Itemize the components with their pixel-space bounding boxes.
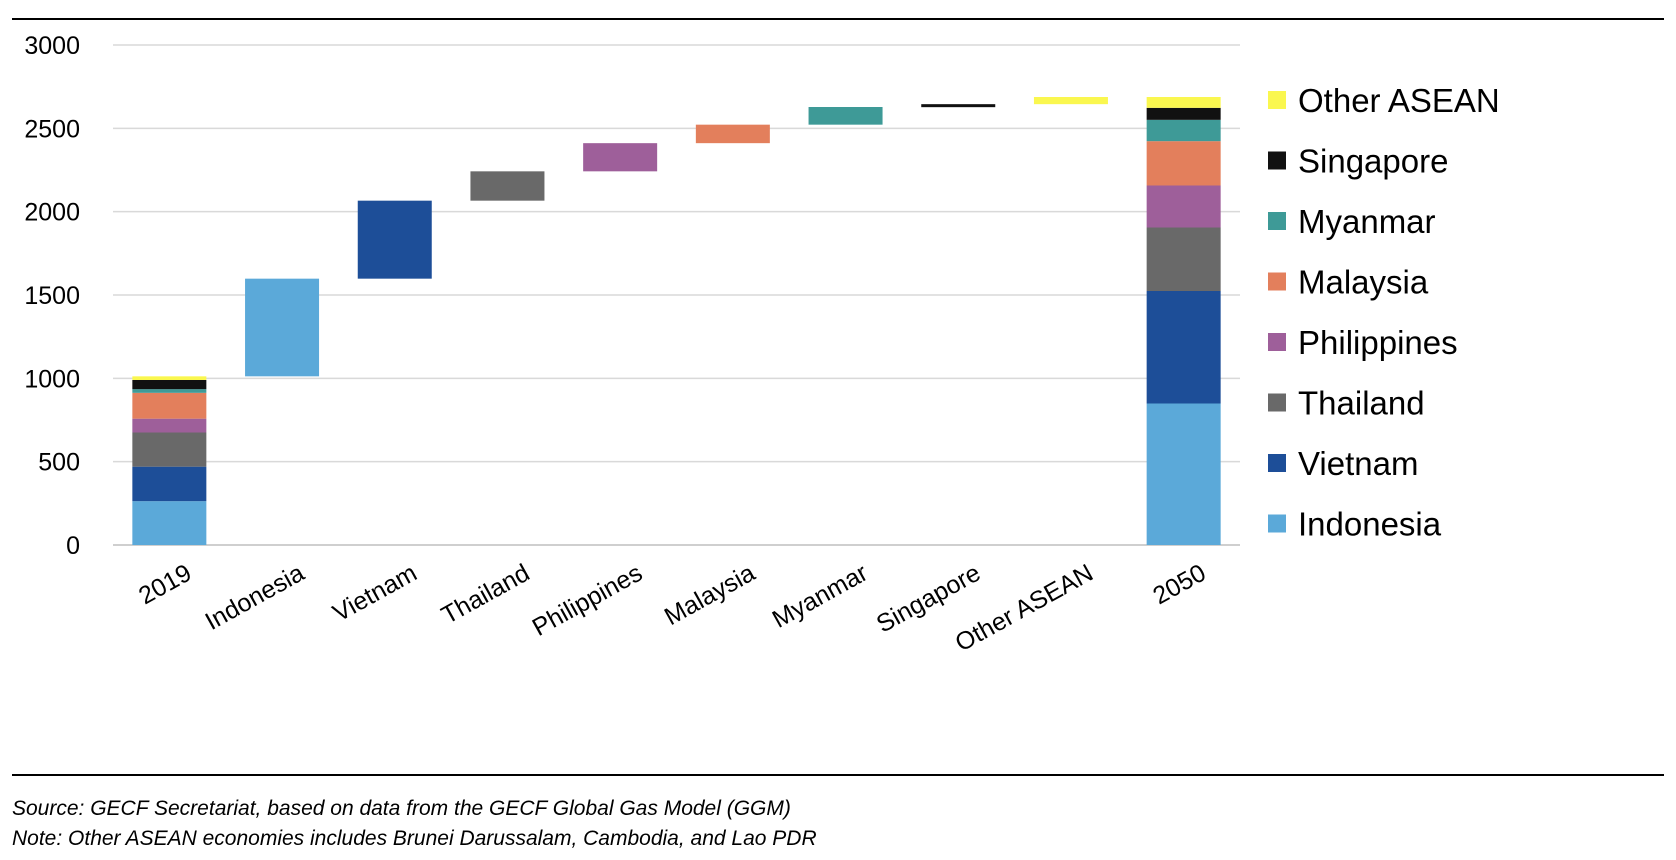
bottom-rule: [12, 774, 1664, 776]
bar-2050-other-asean: [1146, 97, 1221, 108]
legend-swatch-malaysia: [1268, 272, 1286, 291]
y-tick-label: 2000: [24, 199, 80, 227]
bar-2050-malaysia: [1146, 141, 1221, 186]
bar-2019-other-asean: [132, 376, 207, 380]
legend-label-indonesia: Indonesia: [1298, 506, 1442, 543]
legend-swatch-singapore: [1268, 151, 1286, 170]
x-category-label: Indonesia: [201, 559, 309, 636]
y-tick-label: 3000: [24, 32, 80, 60]
bar-increment-malaysia: [695, 124, 770, 144]
x-category-label: 2019: [134, 559, 196, 610]
bar-increment-singapore: [921, 104, 996, 108]
legend-label-myanmar: Myanmar: [1298, 203, 1436, 240]
legend-swatch-other-asean: [1268, 91, 1286, 109]
y-tick-label: 2500: [24, 115, 80, 143]
bar-increment-vietnam: [357, 200, 432, 279]
bar-2050-thailand: [1146, 227, 1221, 291]
y-tick-label: 500: [38, 449, 80, 477]
top-rule: [12, 18, 1664, 20]
legend-label-other-asean: Other ASEAN: [1298, 82, 1500, 119]
bar-2019-singapore: [132, 380, 207, 390]
legend-label-vietnam: Vietnam: [1298, 445, 1418, 482]
legend-swatch-thailand: [1268, 393, 1286, 412]
bar-increment-thailand: [470, 171, 545, 201]
legend-label-thailand: Thailand: [1298, 385, 1425, 422]
legend: Other ASEAN Singapore Myanmar Malaysia Phili…: [1268, 82, 1500, 543]
source-note: Source: GECF Secretariat, based on data …: [12, 797, 791, 820]
legend-swatch-vietnam: [1268, 454, 1286, 472]
bars: [132, 97, 1221, 545]
x-category-label: 2050: [1148, 559, 1210, 610]
y-axis-ticks: 0 500 1000 1500 2000 2500 3000: [24, 32, 80, 560]
legend-label-singapore: Singapore: [1298, 143, 1448, 180]
y-tick-label: 1500: [24, 282, 80, 310]
bar-2050-vietnam: [1146, 291, 1221, 404]
gridlines: [113, 44, 1240, 546]
x-category-label: Philippines: [528, 559, 647, 642]
legend-label-philippines: Philippines: [1298, 324, 1458, 361]
bar-2050-indonesia: [1146, 403, 1221, 545]
bar-increment-myanmar: [808, 107, 883, 125]
bar-2019-malaysia: [132, 392, 207, 419]
bar-2050-singapore: [1146, 107, 1221, 120]
bar-increment-other-asean: [1033, 97, 1108, 105]
x-category-label: Myanmar: [768, 559, 873, 634]
bar-2019-myanmar: [132, 389, 207, 393]
x-category-label: Malaysia: [660, 559, 760, 631]
bar-increment-indonesia: [245, 278, 320, 377]
y-tick-label: 0: [66, 532, 80, 560]
legend-swatch-philippines: [1268, 333, 1286, 351]
bar-2019-philippines: [132, 418, 207, 433]
bar-increment-philippines: [583, 143, 658, 172]
bar-2019-thailand: [132, 432, 207, 467]
bar-2050-philippines: [1146, 185, 1221, 228]
x-category-label: Vietnam: [328, 559, 421, 628]
bar-2019-vietnam: [132, 466, 207, 502]
bar-2019-indonesia: [132, 501, 207, 545]
x-category-label: Thailand: [437, 559, 534, 630]
legend-label-malaysia: Malaysia: [1298, 264, 1429, 301]
legend-swatch-indonesia: [1268, 514, 1286, 533]
legend-swatch-myanmar: [1268, 212, 1286, 230]
bar-2050-myanmar: [1146, 119, 1221, 142]
other-asean-note: Note: Other ASEAN economies includes Bru…: [12, 827, 817, 850]
y-tick-label: 1000: [24, 365, 80, 393]
